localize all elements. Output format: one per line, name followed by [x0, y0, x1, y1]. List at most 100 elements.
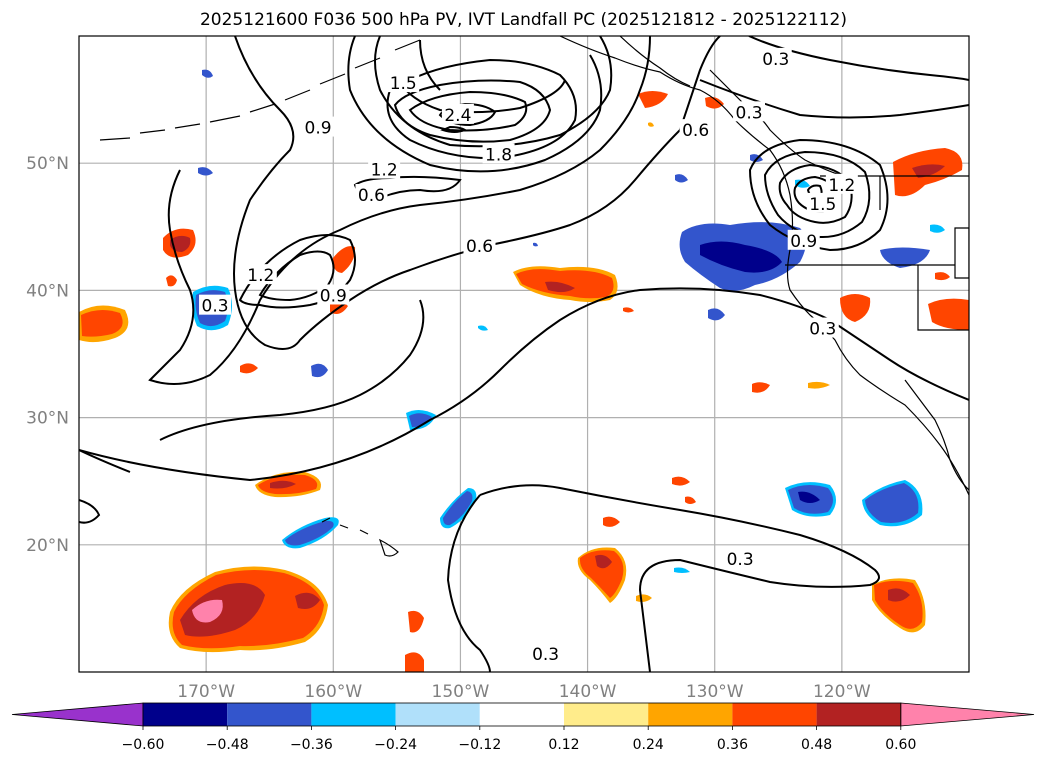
positive-anomaly-region	[270, 480, 296, 489]
contour-label-background	[244, 264, 277, 285]
positive-anomaly-region	[192, 599, 223, 623]
longitude-tick-label: 170°W	[177, 682, 235, 702]
positive-anomaly-region	[408, 610, 424, 633]
baja-coast	[904, 379, 969, 491]
colorbar-segment	[732, 703, 817, 726]
colorbar-tick-label: 0.12	[548, 737, 579, 753]
negative-anomaly-region	[708, 308, 725, 321]
positive-anomaly-region	[240, 363, 258, 374]
negative-anomaly-region	[443, 491, 473, 526]
colorbar-segment	[395, 703, 480, 726]
contour-label: 0.3	[202, 297, 229, 317]
contour-label-background	[302, 116, 335, 137]
negative-anomaly-region	[865, 483, 919, 523]
contour-label-background	[199, 294, 232, 315]
pv-contour-line	[79, 449, 880, 672]
pv-contour-line	[233, 36, 721, 350]
positive-anomaly-region	[545, 281, 575, 293]
contour-label: 0.6	[682, 121, 709, 141]
colorbar-tick-label: 0.24	[633, 737, 664, 753]
positive-anomaly-region	[81, 309, 123, 337]
pv-contour-line	[440, 125, 468, 133]
pv-contour-line	[79, 499, 101, 524]
positive-anomaly-region	[405, 652, 424, 672]
contour-label-background	[355, 184, 388, 204]
positive-anomaly-region	[295, 592, 320, 609]
positive-anomaly-region	[874, 580, 923, 629]
map-title: 2025121600 F036 500 hPa PV, IVT Landfall…	[199, 10, 847, 30]
pv-contour-line	[159, 299, 425, 441]
contour-label: 0.6	[466, 237, 493, 257]
map-frame	[78, 35, 970, 673]
contour-label: 1.5	[809, 195, 836, 215]
negative-anomaly-region	[880, 247, 930, 268]
contour-label-background	[787, 229, 820, 250]
pv-contour-labels: 0.30.30.61.52.40.91.81.20.61.21.50.90.61…	[199, 47, 858, 665]
contour-label: 0.3	[809, 320, 836, 340]
positive-anomaly-region	[638, 91, 668, 108]
state-border	[917, 227, 969, 331]
positive-anomaly-region	[516, 269, 614, 299]
positive-anomaly-region	[808, 381, 830, 389]
pv-contour-line	[393, 79, 552, 143]
positive-anomaly-region	[888, 588, 910, 602]
contour-label: 0.9	[320, 286, 347, 306]
pv-contour-line	[699, 79, 969, 119]
contour-label: 0.3	[532, 645, 559, 665]
contour-label: 1.2	[247, 266, 274, 286]
contour-label-background	[387, 72, 420, 93]
aleutian-islands	[99, 39, 421, 141]
contour-label: 2.4	[444, 106, 471, 126]
contour-label-background	[759, 47, 792, 68]
colorbar-segment	[311, 703, 396, 726]
pv-contour-line	[748, 138, 889, 252]
positive-anomaly-region	[170, 235, 191, 252]
colorbar-tick-label: 0.60	[885, 737, 916, 753]
longitude-tick-label: 160°W	[304, 682, 362, 702]
contour-label: 0.3	[727, 550, 754, 570]
north-america-coast	[559, 36, 969, 496]
latitude-tick-label: 20°N	[26, 536, 69, 556]
colorbar-segment	[227, 703, 312, 726]
pv-contour-line	[148, 36, 651, 385]
contour-label-background	[482, 143, 515, 164]
positive-anomaly-region	[623, 307, 634, 313]
hawaii-islands	[321, 517, 399, 557]
colorbar-segment	[564, 703, 649, 726]
contour-label-background	[724, 547, 757, 568]
positive-anomaly-region	[705, 96, 724, 109]
pv-contour-line	[347, 36, 603, 173]
contour-label-background	[679, 119, 712, 140]
colorbar-extend-high	[900, 702, 1035, 727]
colorbar-tick-label: −0.12	[458, 737, 501, 753]
positive-anomaly-region	[935, 272, 950, 281]
contour-label-background	[806, 192, 839, 213]
positive-anomaly-region	[685, 496, 696, 504]
contour-label-background	[806, 317, 839, 338]
colorbar-tick-label: 0.48	[801, 737, 832, 753]
positive-anomaly-region	[672, 476, 690, 486]
contour-label-background	[368, 158, 401, 179]
contour-label-background	[463, 234, 496, 255]
colorbar-segment	[143, 703, 228, 726]
longitude-tick-label: 120°W	[813, 682, 871, 702]
positive-anomaly-region	[648, 122, 654, 127]
pv-contour-line	[408, 90, 528, 132]
colorbar-tick-label: −0.24	[374, 737, 417, 753]
pv-contour-line	[419, 39, 441, 91]
pv-contour-line	[763, 150, 871, 239]
contour-label: 0.6	[358, 186, 385, 206]
negative-anomaly-region	[675, 174, 688, 183]
negative-anomaly-region	[533, 242, 538, 247]
colorbar-segment	[479, 703, 564, 726]
negative-anomaly-region	[198, 167, 213, 176]
contour-label: 0.9	[790, 232, 817, 252]
contour-label: 0.9	[305, 119, 332, 139]
contour-label: 1.5	[390, 74, 417, 94]
ivt-shading-layer	[79, 69, 969, 672]
positive-anomaly-region	[928, 298, 969, 330]
contour-label: 0.3	[762, 50, 789, 70]
pv-contour-line	[258, 250, 335, 302]
negative-anomaly-region	[285, 520, 334, 546]
